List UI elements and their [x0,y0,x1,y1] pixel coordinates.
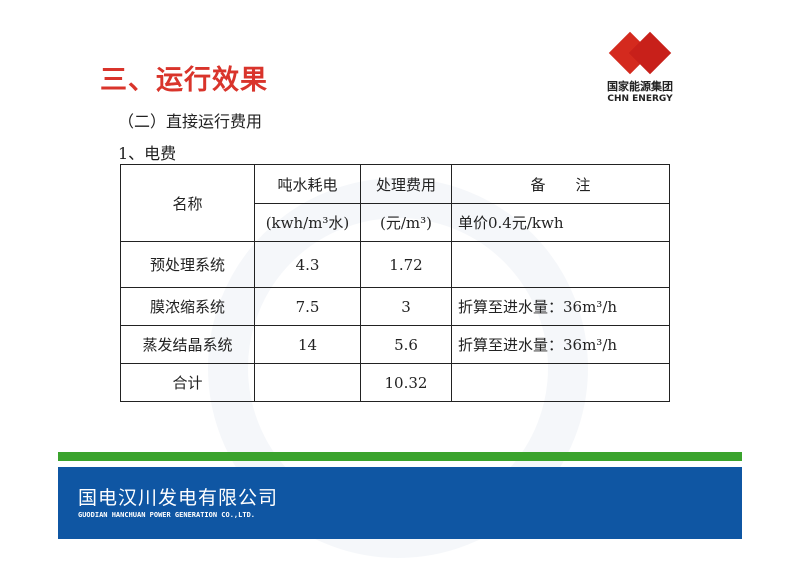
subtitle: （二）直接运行费用 [118,112,263,131]
table-row: 合计 10.32 [120,363,670,402]
electricity-cost-table: 名称 吨水耗电 处理费用 备 注 (kwh/m³水) (元/m³) 单价0.4元… [120,164,670,402]
logo-en: CHN ENERGY [607,94,673,104]
row-power: 7.5 [254,287,361,326]
row-name: 预处理系统 [120,241,255,288]
green-stripe [58,452,742,461]
footer-band: 国电汉川发电有限公司 GUODIAN HANCHUAN POWER GENERA… [58,467,742,539]
row-name: 合计 [120,363,255,402]
row-power: 4.3 [254,241,361,288]
header-cost: 处理费用 [360,164,452,204]
header-power-unit: (kwh/m³水) [254,203,361,242]
slide-title: 三、运行效果 [100,65,268,96]
row-note: 折算至进水量：36m³/h [451,287,670,326]
logo-cn: 国家能源集团 [607,80,673,93]
logo-mark-icon [607,30,673,78]
table-row: 蒸发结晶系统 14 5.6 折算至进水量：36m³/h [120,325,670,364]
row-power: 14 [254,325,361,364]
row-cost: 10.32 [360,363,452,402]
table-row: 膜浓缩系统 7.5 3 折算至进水量：36m³/h [120,287,670,326]
header-price-note: 单价0.4元/kwh [451,203,670,242]
section-heading: 1、电费 [118,144,177,163]
company-name-en: GUODIAN HANCHUAN POWER GENERATION CO.,LT… [78,511,256,519]
row-note [451,363,670,402]
row-note: 折算至进水量：36m³/h [451,325,670,364]
header-cost-unit: (元/m³) [360,203,452,242]
row-name: 蒸发结晶系统 [120,325,255,364]
row-name: 膜浓缩系统 [120,287,255,326]
header-note: 备 注 [451,164,670,204]
row-cost: 1.72 [360,241,452,288]
company-name-cn: 国电汉川发电有限公司 [78,487,279,509]
header-name: 名称 [120,164,255,242]
table-row: 预处理系统 4.3 1.72 [120,241,670,288]
row-power [254,363,361,402]
row-cost: 5.6 [360,325,452,364]
row-cost: 3 [360,287,452,326]
header-power: 吨水耗电 [254,164,361,204]
row-note [451,241,670,288]
chn-energy-logo: 国家能源集团 CHN ENERGY [585,30,695,110]
